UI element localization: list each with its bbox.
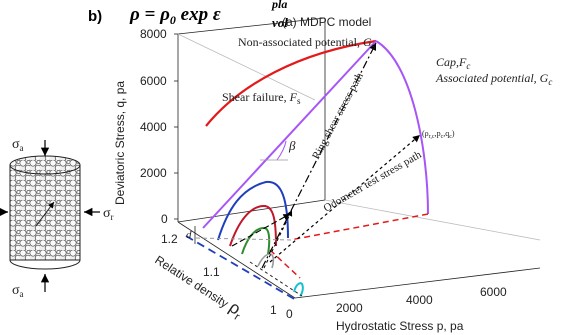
associated-label: Associated potential, Gc <box>435 71 552 87</box>
beta-label: β <box>288 138 296 153</box>
associated-symbol: G <box>540 71 549 85</box>
rho-tick-1-1: 1.1 <box>203 265 220 279</box>
p-tick-4000: 4000 <box>406 293 433 307</box>
point-label-p: p <box>437 129 441 138</box>
associated-sub: c <box>548 77 552 87</box>
sigma-a-top: σa <box>12 137 24 153</box>
cap-trace-gray-dashed <box>195 237 291 241</box>
rho-axis-ticks: 1.2 1.1 1 <box>161 232 277 317</box>
equation-rhs: exp ε <box>176 4 221 25</box>
yield-surface-blue <box>217 180 289 241</box>
specimen-top-ellipse <box>9 155 81 175</box>
sigma-r-sub: r <box>111 212 114 222</box>
cap-sub: c <box>466 61 470 71</box>
p-axis-label-text: Hydrostatic Stress p, pa <box>336 319 464 333</box>
specimen-illustration: σa σa σr <box>0 137 114 299</box>
density-path-red-dashed <box>269 249 301 279</box>
yield-surface-green <box>241 226 271 255</box>
cap-label: Cap,Fc <box>436 55 470 71</box>
nonassociated-sub: s <box>372 41 376 51</box>
q-tick-4000: 4000 <box>140 120 167 134</box>
sigma-a-bottom-sub: a <box>20 289 24 299</box>
point-label: (ρr,c,pc,qc) <box>422 129 455 140</box>
p-axis-label: Hydrostatic Stress p, pa <box>336 319 464 333</box>
odometer-label: Odometer test stress path <box>322 149 424 215</box>
short-stress-arrow <box>231 213 291 247</box>
odometer-stress-path <box>269 134 421 263</box>
rho-label-sub: r <box>232 311 242 323</box>
shear-failure-label: Shear failure, Fs <box>222 90 301 106</box>
q-axis-label: Deviatoric Stress, q, pa <box>113 81 127 205</box>
density-equation: ρ = ρ0 exp ε pla vol <box>129 0 288 30</box>
associated-label-text: Associated potential, <box>435 71 540 85</box>
nonassociated-potential-curve <box>205 39 377 127</box>
q-tick-marks <box>174 33 178 220</box>
p-axis-ticks: 0 2000 4000 6000 <box>286 285 507 321</box>
yield-surface-red <box>229 204 277 247</box>
shear-failure-line <box>202 40 377 229</box>
sigma-a-bottom-symbol: σ <box>12 283 20 298</box>
specimen-cylinder-body <box>9 164 81 261</box>
internal-arrow <box>35 201 55 227</box>
rho-tick-1: 1 <box>270 303 277 317</box>
ring-shear-label: Ring shear stress path <box>310 70 366 161</box>
p-tick-0: 0 <box>286 307 293 321</box>
nonassociated-label: Non-associated potential, Gs <box>238 35 376 51</box>
q-axis-ticks: 8000 6000 4000 2000 0 <box>140 27 168 226</box>
sigma-r-symbol: σ <box>103 206 111 221</box>
rho-label-text: Relative density <box>152 253 233 313</box>
intermediate-stress-path <box>263 209 293 269</box>
q-tick-6000: 6000 <box>140 74 167 88</box>
yield-surface-gray <box>257 253 275 269</box>
p-tick-2000: 2000 <box>336 301 363 315</box>
sigma-a-bottom: σa <box>12 283 24 299</box>
rho-axis-label: Relative density ρr <box>150 249 247 323</box>
panel-label: b) <box>88 8 102 25</box>
ring-shear-stress-path <box>261 42 377 269</box>
q-tick-0: 0 <box>161 212 168 226</box>
shear-failure-symbol: F <box>289 90 298 104</box>
plot-title: (a) MDPC model <box>282 15 371 29</box>
cap-curve <box>375 40 429 215</box>
cap-trace-red-dashed <box>289 213 429 241</box>
nonassociated-symbol: G <box>363 35 372 49</box>
svg-text:ρ = ρ0 exp ε: ρ = ρ0 exp ε <box>129 4 221 27</box>
d-label: d <box>186 229 192 241</box>
equation-superscript: pla <box>271 0 287 11</box>
specimen-bottom-rim <box>9 259 81 270</box>
point-label-q: q <box>445 129 449 138</box>
cap-symbol: F <box>458 55 467 69</box>
beta-angle-arc <box>276 140 287 161</box>
sigma-a-top-symbol: σ <box>12 137 20 152</box>
cap-label-text: Cap, <box>436 55 459 69</box>
q-tick-8000: 8000 <box>140 27 167 41</box>
yield-surface-cyan <box>293 282 304 297</box>
point-label-open: (ρ <box>422 129 429 138</box>
rho-tick-1-2: 1.2 <box>161 232 178 246</box>
shear-failure-label-text: Shear failure, <box>222 90 290 104</box>
equation-lhs: ρ = ρ <box>129 4 170 25</box>
density-path-blue-dashed <box>185 235 297 301</box>
sigma-r: σr <box>103 206 114 222</box>
sigma-a-top-sub: a <box>20 143 24 153</box>
density-path-black-dashed <box>249 261 303 297</box>
svg-text:Relative density ρr: Relative density ρr <box>150 249 247 323</box>
q-tick-2000: 2000 <box>140 166 167 180</box>
nonassociated-label-text: Non-associated potential, <box>238 35 363 49</box>
p-tick-6000: 6000 <box>480 285 507 299</box>
shear-failure-sub: s <box>297 96 301 106</box>
equation-lhs-sub: 0 <box>170 13 176 27</box>
